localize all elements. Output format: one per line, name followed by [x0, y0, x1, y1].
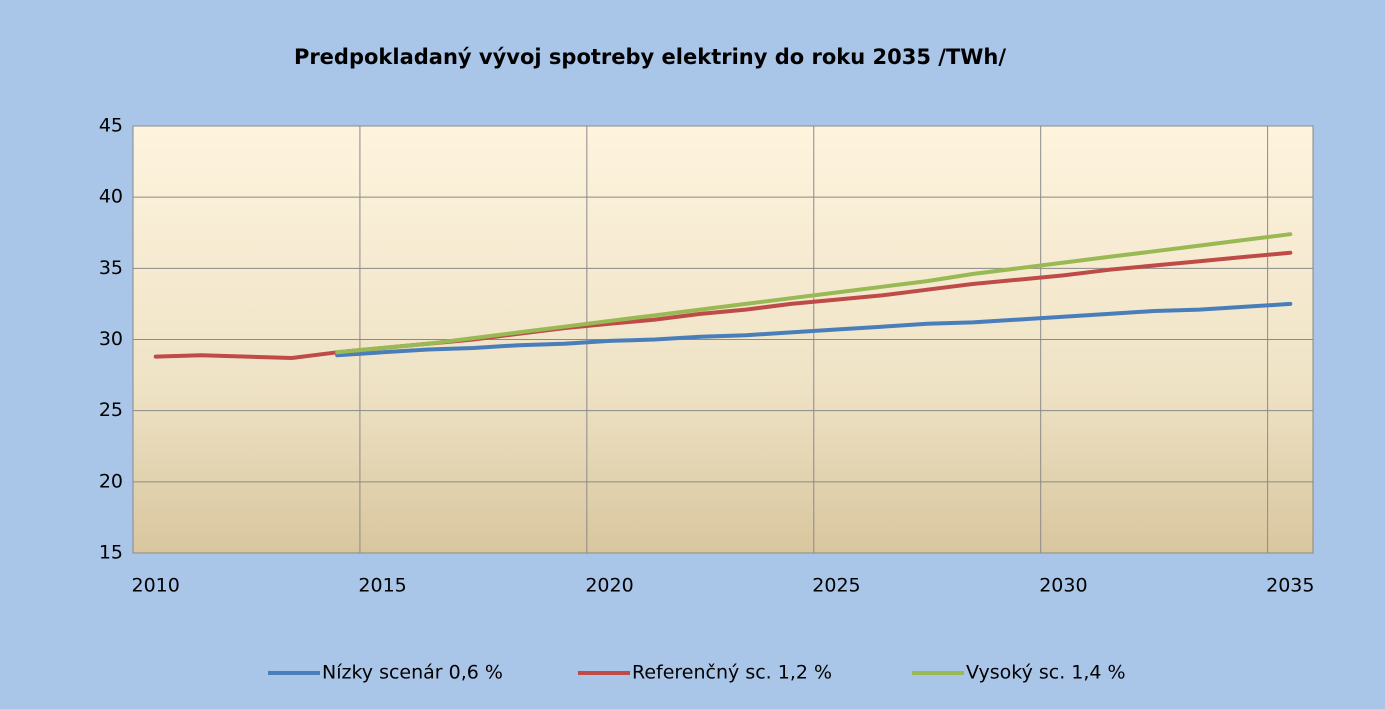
series-line [335, 301, 1293, 358]
legend-label: Nízky scenár 0,6 % [322, 662, 503, 684]
x-tick-label: 2015 [358, 575, 406, 597]
x-tick-label: 2020 [585, 575, 633, 597]
legend-label: Referenčný sc. 1,2 % [632, 662, 832, 684]
y-tick-label: 30 [99, 328, 123, 350]
y-tick-label: 15 [99, 542, 123, 564]
x-tick-label: 2025 [812, 575, 860, 597]
y-tick-label: 45 [99, 115, 123, 137]
y-tick-label: 40 [99, 186, 123, 208]
legend-label: Vysoký sc. 1,4 % [966, 662, 1126, 684]
y-tick-label: 25 [99, 399, 123, 421]
series-line [335, 232, 1293, 355]
y-tick-label: 35 [99, 257, 123, 279]
chart-title: Predpokladaný vývoj spotreby elektriny d… [294, 45, 1006, 69]
x-tick-label: 2030 [1039, 575, 1087, 597]
y-tick-label: 20 [99, 470, 123, 492]
x-tick-label: 2035 [1266, 575, 1314, 597]
x-tick-label: 2010 [132, 575, 180, 597]
